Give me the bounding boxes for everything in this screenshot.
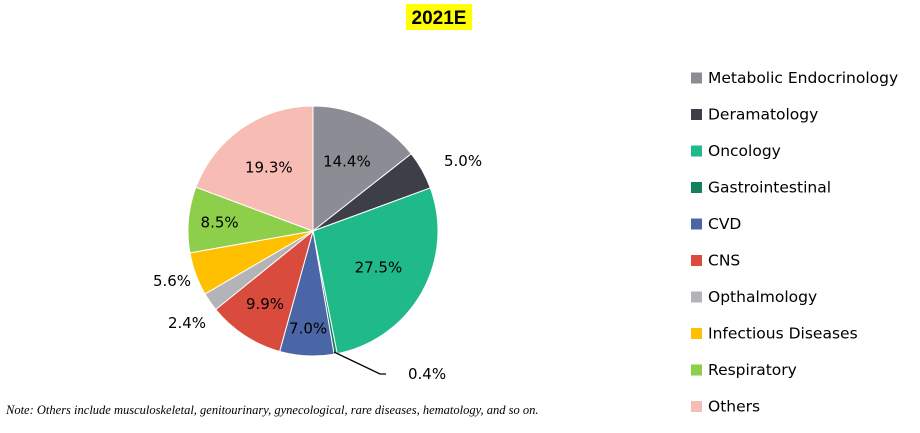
pie-slices	[187, 105, 439, 357]
legend-label-metabolic-endocrinology: Metabolic Endocrinology	[708, 69, 898, 87]
legend-label-opthalmology: Opthalmology	[708, 288, 817, 306]
leader-line-gastrointestinal	[333, 351, 386, 375]
data-labels: 14.4% 5.0% 27.5% 0.4% 7.0% 9.9% 2.4% 5.6% 8.5% 19…	[153, 152, 482, 383]
data-label-gastrointestinal: 0.4%	[408, 365, 446, 383]
legend-swatch-others	[691, 401, 702, 412]
legend-swatch-deramatology	[691, 109, 702, 120]
slice-metabolic-endocrinology	[312, 105, 412, 233]
legend-swatch-gastrointestinal	[691, 182, 702, 193]
leader-lines	[333, 351, 386, 375]
legend-swatch-opthalmology	[691, 291, 702, 303]
legend-label-gastrointestinal: Gastrointestinal	[708, 179, 831, 197]
legend-swatch-respiratory	[691, 364, 702, 376]
data-label-respiratory: 8.5%	[201, 214, 239, 232]
data-label-oncology: 27.5%	[355, 259, 403, 277]
data-label-metabolic-endocrinology: 14.4%	[323, 152, 371, 170]
legend-label-others: Others	[708, 398, 760, 416]
data-label-cvd: 7.0%	[289, 319, 327, 337]
legend-swatch-cns	[691, 255, 702, 266]
title-highlight	[406, 4, 472, 30]
data-label-deramatology: 5.0%	[444, 152, 482, 170]
legend-swatch-metabolic-endocrinology	[691, 72, 702, 84]
data-label-opthalmology: 2.4%	[168, 314, 206, 332]
legend-swatch-cvd	[691, 218, 702, 230]
slice-cns	[214, 229, 314, 353]
legend-label-cns: CNS	[708, 252, 740, 270]
legend-swatch-infectious-diseases	[691, 328, 702, 339]
chart-title: 2021E	[412, 8, 467, 29]
legend-label-oncology: Oncology	[708, 142, 781, 160]
footnote: Note: Others include musculoskeletal, ge…	[5, 403, 538, 417]
legend-swatch-oncology	[691, 145, 702, 157]
slice-oncology	[312, 187, 439, 355]
legend-label-respiratory: Respiratory	[708, 361, 797, 379]
legend-label-cvd: CVD	[708, 215, 741, 233]
data-label-infectious-diseases: 5.6%	[153, 272, 191, 290]
data-label-others: 19.3%	[245, 158, 293, 176]
slice-others	[195, 105, 314, 232]
legend-label-infectious-diseases: Infectious Diseases	[708, 325, 858, 343]
legend: Metabolic Endocrinology Deramatology Oncol…	[691, 69, 898, 416]
legend-label-deramatology: Deramatology	[708, 106, 818, 124]
data-label-cns: 9.9%	[246, 295, 284, 313]
